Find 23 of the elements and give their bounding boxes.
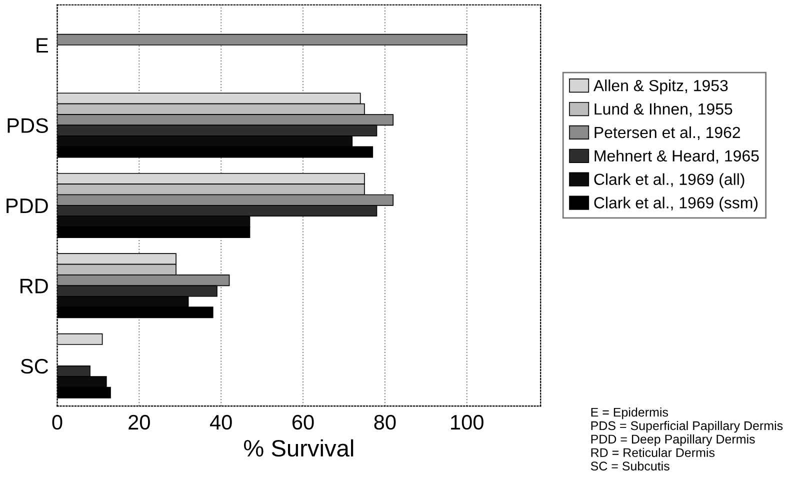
text: PDD = Deep Papillary Dermis — [591, 434, 755, 446]
y-tick-label: PDS — [8, 118, 48, 133]
text: SC = Subcutis — [590, 461, 670, 471]
legend-label: Mehnert & Heard, 1965 — [594, 150, 759, 164]
legend-label: Petersen et al., 1962 — [594, 126, 740, 140]
x-axis-title: % Survival — [244, 439, 354, 457]
text: RD = Reticular Dermis — [591, 448, 715, 458]
x-tick-label: 40 — [210, 414, 232, 430]
text: E = Epidermis — [591, 407, 668, 420]
text: PDS = Superficial Papillary Dermis — [591, 420, 783, 433]
y-tick-label: E — [36, 38, 48, 53]
x-tick-label: 100 — [451, 414, 484, 430]
x-tick-label: 20 — [128, 414, 150, 430]
y-tick-label: PDD — [6, 198, 48, 213]
x-tick-label: 60 — [292, 414, 314, 430]
legend-label: Clark et al., 1969 (all) — [594, 173, 744, 188]
x-tick-label: 80 — [374, 414, 396, 430]
legend-label: Allen & Spitz, 1953 — [593, 80, 728, 94]
y-tick-label: SC — [20, 358, 48, 374]
x-tick-label: 0 — [52, 414, 62, 430]
legend-label: Clark et al., 1969 (ssm) — [594, 196, 758, 212]
y-tick-label: RD — [20, 278, 48, 294]
legend-label: Lund & Ihnen, 1955 — [594, 102, 732, 117]
